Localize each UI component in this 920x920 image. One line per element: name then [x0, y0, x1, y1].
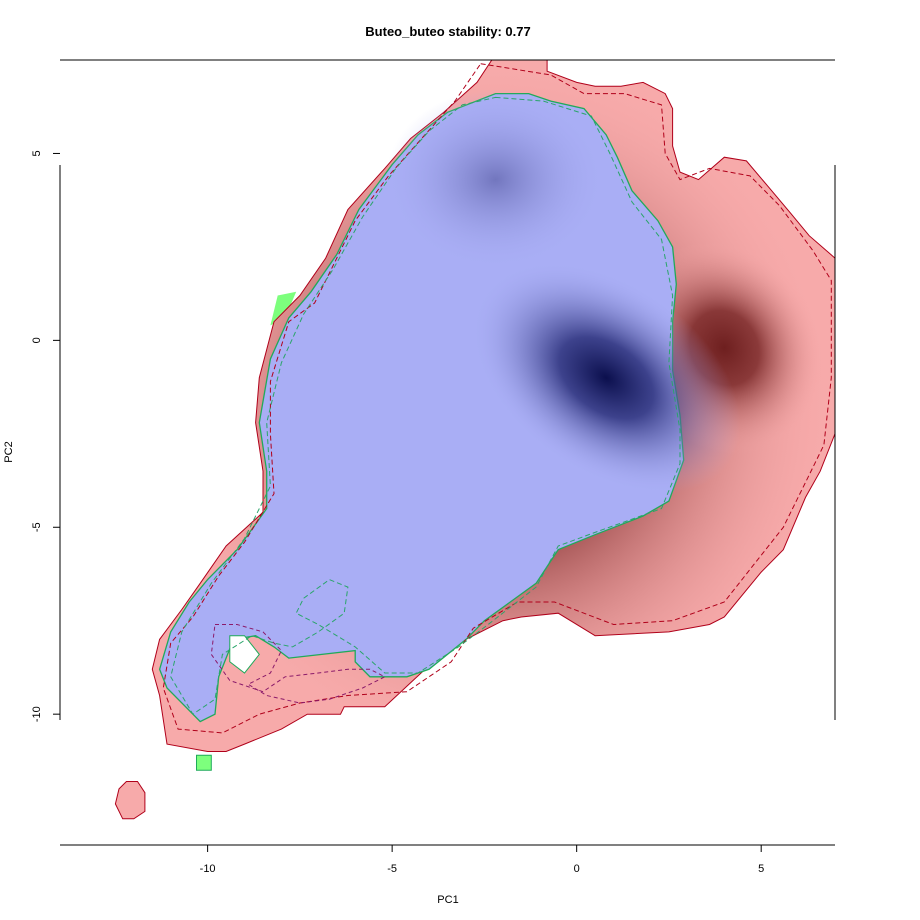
x-tick-label: -5: [387, 863, 397, 875]
x-tick-label: 0: [574, 863, 580, 875]
white-hole: [229, 635, 260, 674]
x-ticks: -10 -5 0 5: [200, 845, 764, 875]
green-dashed-contour: [170, 96, 681, 715]
chart-title: Buteo_buteo stability: 0.77: [365, 24, 530, 39]
blue-main-peak: [471, 261, 741, 494]
y-tick-label: 5: [31, 150, 43, 156]
y-ticks: -10 -5 0 5: [31, 150, 60, 722]
plot-area: [114, 60, 835, 820]
y-tick-label: 0: [31, 337, 43, 343]
x-tick-label: 5: [758, 863, 764, 875]
y-tick-label: -10: [31, 706, 43, 722]
x-axis-label: PC1: [437, 894, 458, 906]
red-dashed-contour: [162, 63, 832, 734]
axes: -10 -5 0 5 -10 -5 0 5: [31, 59, 836, 875]
green-isolated-patch: [196, 754, 212, 771]
purple-dashed-contour: [210, 624, 386, 704]
red-region-outline: [151, 60, 835, 752]
red-isolated-patch: [114, 781, 146, 820]
blue-density-peaks: [385, 89, 741, 494]
y-tick-label: -5: [31, 522, 43, 532]
blue-minor-peak: [385, 89, 606, 270]
green-region-left: [270, 291, 297, 326]
x-tick-label: -10: [200, 863, 216, 875]
y-axis-label: PC2: [3, 441, 15, 462]
